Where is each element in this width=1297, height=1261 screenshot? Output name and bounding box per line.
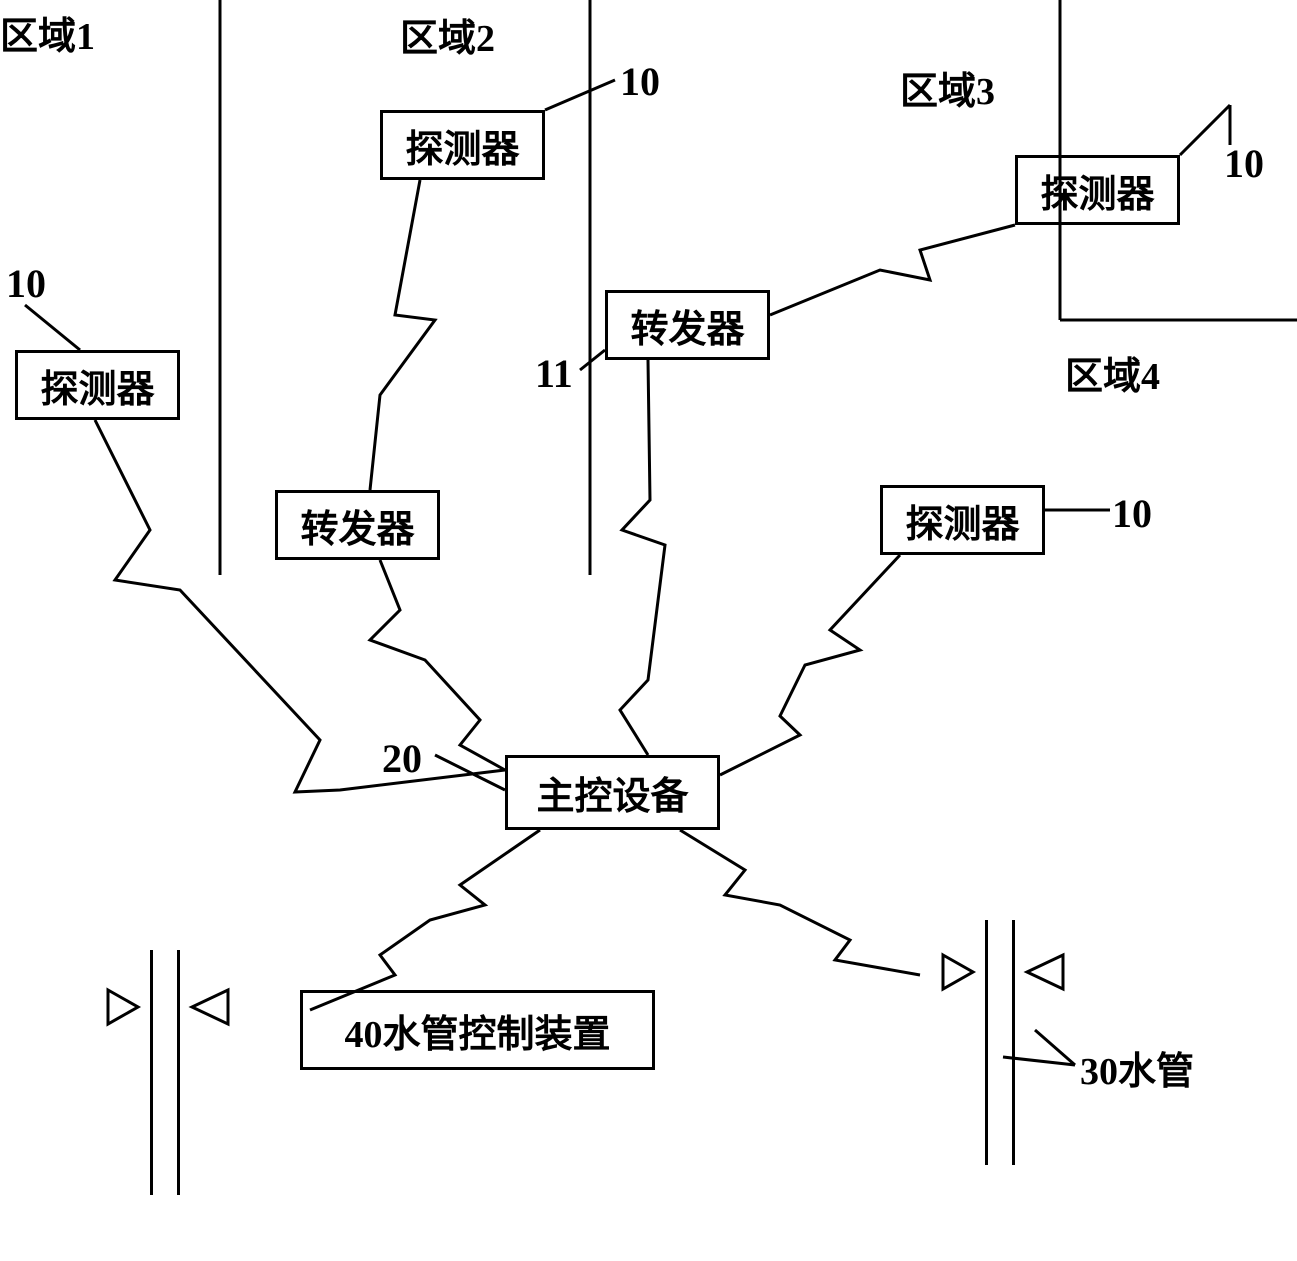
repeater-2: 转发器 <box>605 290 770 360</box>
master-device: 主控设备 <box>505 755 720 830</box>
repeater-1: 转发器 <box>275 490 440 560</box>
detector-zone1: 探测器 <box>15 350 180 420</box>
detector-zone2: 探测器 <box>380 110 545 180</box>
pipe-left-body <box>150 950 180 1195</box>
num-10-z2: 10 <box>620 58 660 105</box>
zone-label-1: 区域1 <box>0 5 95 60</box>
num-11: 11 <box>535 350 573 397</box>
pipe-right-body <box>985 920 1015 1165</box>
num-20: 20 <box>382 735 422 782</box>
num-30: 30水管 <box>1080 1040 1194 1095</box>
detector-zone3: 探测器 <box>1015 155 1180 225</box>
num-10-z4: 10 <box>1112 490 1152 537</box>
detector-zone4: 探测器 <box>880 485 1045 555</box>
num-10-z3: 10 <box>1224 140 1264 187</box>
zone-label-2: 区域2 <box>400 7 495 62</box>
num-10-z1: 10 <box>6 260 46 307</box>
zone-label-3: 区域3 <box>900 60 995 115</box>
zone-label-4: 区域4 <box>1065 345 1160 400</box>
pipe-controller: 40水管控制装置 <box>300 990 655 1070</box>
